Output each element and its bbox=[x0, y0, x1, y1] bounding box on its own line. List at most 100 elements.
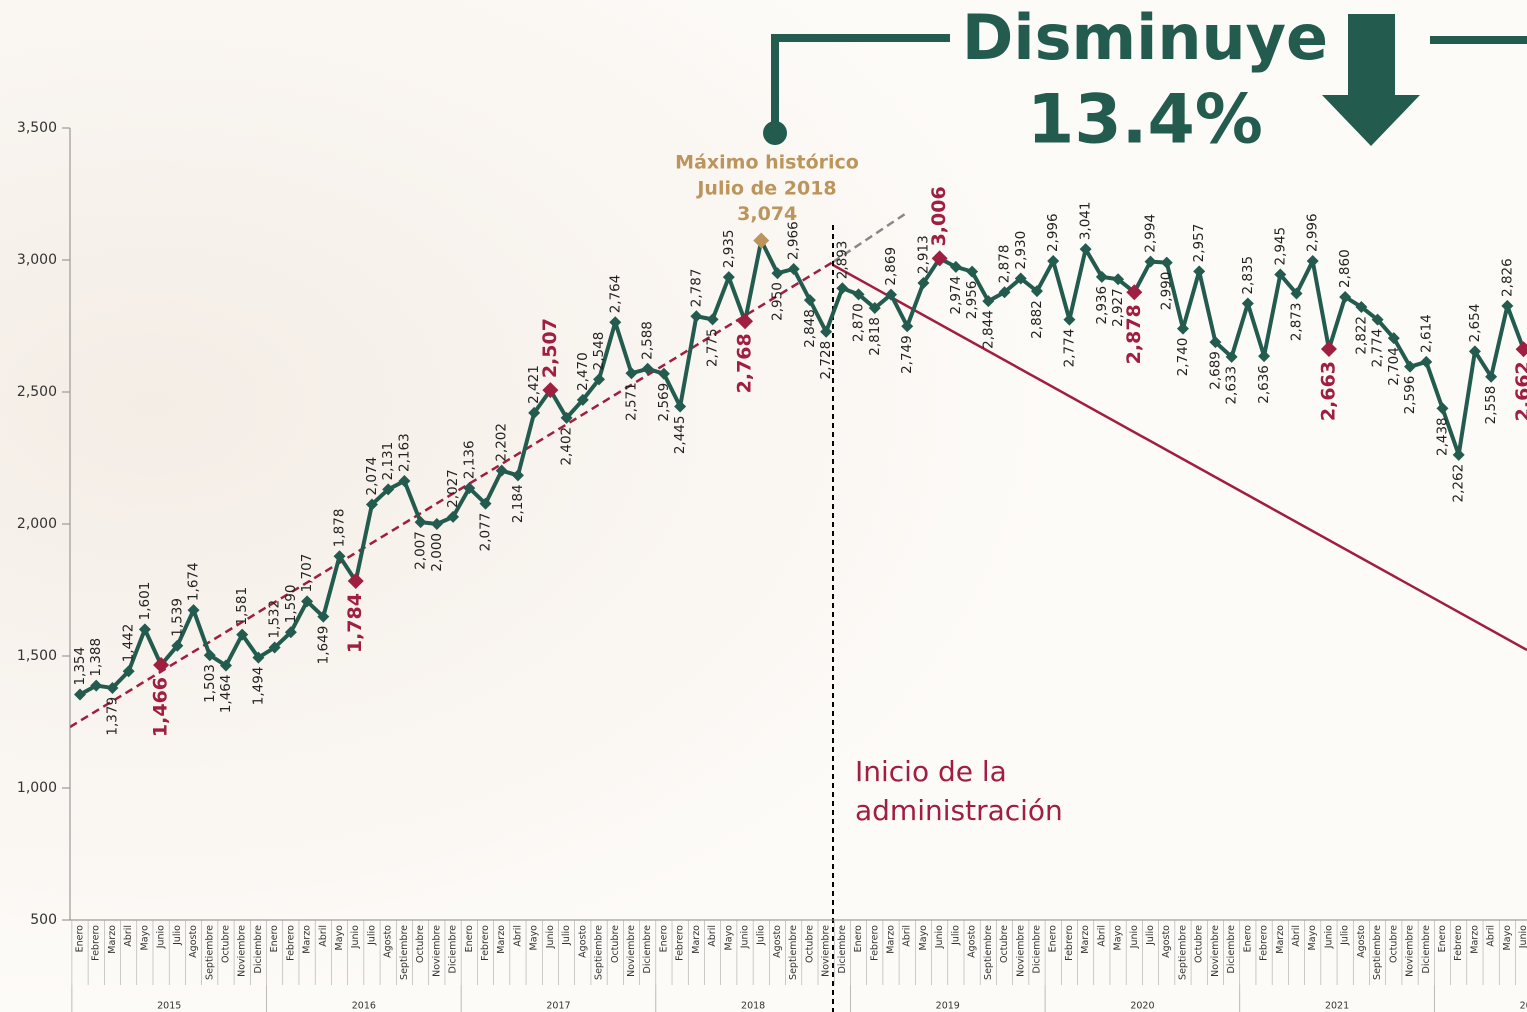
x-tick-label: Julio bbox=[172, 925, 183, 946]
point bbox=[365, 498, 378, 511]
data-label: 2,826 bbox=[1499, 258, 1515, 297]
data-label: 2,402 bbox=[559, 427, 575, 466]
x-tick-label: Enero bbox=[658, 925, 669, 953]
x-tick-label: Julio bbox=[561, 925, 572, 946]
point bbox=[982, 295, 995, 308]
data-label: 2,956 bbox=[964, 281, 980, 320]
data-label: 2,588 bbox=[640, 321, 656, 360]
data-label: 1,878 bbox=[332, 509, 348, 548]
x-tick-label: Diciembre bbox=[1031, 925, 1042, 974]
data-label: 2,421 bbox=[526, 365, 542, 404]
data-label: 1,649 bbox=[315, 626, 331, 665]
x-tick-label: Julio bbox=[950, 925, 961, 946]
y-tick-label: 2,000 bbox=[17, 516, 57, 532]
x-tick-label: Junio bbox=[156, 925, 167, 949]
point bbox=[1452, 448, 1465, 461]
point bbox=[528, 406, 541, 419]
point bbox=[1225, 350, 1238, 363]
data-label: 1,590 bbox=[283, 585, 299, 624]
point bbox=[74, 688, 86, 701]
x-tick-label: Octubre bbox=[220, 925, 231, 963]
point bbox=[414, 516, 427, 529]
data-label: 2,878 bbox=[1123, 304, 1145, 364]
point bbox=[1371, 313, 1384, 326]
x-tick-label: Octubre bbox=[1194, 925, 1205, 963]
point bbox=[852, 288, 865, 301]
point bbox=[787, 262, 800, 275]
data-label: 2,927 bbox=[1110, 288, 1126, 327]
data-label: 2,470 bbox=[575, 352, 591, 391]
data-label: 1,464 bbox=[218, 675, 234, 714]
point bbox=[268, 641, 281, 654]
data-label: 2,974 bbox=[948, 276, 964, 315]
trend-projection bbox=[832, 212, 906, 264]
year-label: 2021 bbox=[1325, 1001, 1349, 1012]
data-label: 2,930 bbox=[1013, 231, 1029, 270]
x-tick-label: Diciembre bbox=[642, 925, 653, 974]
point bbox=[203, 649, 216, 662]
point bbox=[803, 294, 816, 307]
data-label: 1,581 bbox=[234, 587, 250, 626]
data-label: 2,787 bbox=[688, 269, 704, 308]
data-label: 2,878 bbox=[997, 245, 1013, 284]
point bbox=[771, 267, 784, 280]
x-tick-label: Agosto bbox=[772, 925, 783, 958]
data-label: 2,077 bbox=[478, 513, 494, 552]
x-tick-label: Noviembre bbox=[626, 925, 637, 977]
data-label: 3,074 bbox=[737, 203, 797, 225]
point bbox=[447, 510, 460, 523]
point bbox=[690, 310, 703, 323]
x-tick-label: Junio bbox=[740, 925, 751, 949]
data-label: 1,494 bbox=[250, 667, 266, 706]
data-label: 2,136 bbox=[461, 440, 477, 479]
data-label: 2,558 bbox=[1483, 386, 1499, 425]
point bbox=[479, 497, 492, 510]
point bbox=[317, 610, 330, 623]
x-tick-label: Marzo bbox=[496, 925, 507, 954]
point bbox=[1176, 322, 1189, 335]
x-tick-label: Septiembre bbox=[1372, 925, 1383, 980]
x-tick-label: Septiembre bbox=[1177, 925, 1188, 980]
x-tick-label: Mayo bbox=[1307, 925, 1318, 951]
x-tick-label: Marzo bbox=[302, 925, 313, 954]
point bbox=[674, 400, 687, 413]
point bbox=[1209, 336, 1222, 349]
x-tick-label: Abril bbox=[318, 925, 329, 947]
x-tick-label: Mayo bbox=[918, 925, 929, 951]
x-tick-label: Junio bbox=[350, 925, 361, 949]
x-tick-label: Marzo bbox=[691, 925, 702, 954]
x-tick-label: Abril bbox=[123, 925, 134, 947]
data-label: 2,990 bbox=[1159, 272, 1175, 311]
x-tick-label: Noviembre bbox=[237, 925, 248, 977]
point bbox=[1063, 313, 1076, 326]
x-tick-label: Diciembre bbox=[837, 925, 848, 974]
point bbox=[511, 469, 524, 482]
trend-before bbox=[69, 260, 834, 729]
point bbox=[609, 316, 622, 329]
x-tick-label: Octubre bbox=[1388, 925, 1399, 963]
x-tick-label: Octubre bbox=[415, 925, 426, 963]
data-label: 1,674 bbox=[186, 562, 202, 601]
x-tick-label: Julio bbox=[756, 925, 767, 946]
data-label: 1,388 bbox=[88, 638, 104, 677]
point bbox=[138, 623, 151, 636]
data-label: 2,074 bbox=[364, 457, 380, 496]
data-label: 2,966 bbox=[786, 221, 802, 260]
title: Disminuye bbox=[962, 1, 1328, 74]
y-tick-label: 2,500 bbox=[17, 384, 57, 400]
x-tick-label: Febrero bbox=[480, 925, 491, 961]
y-tick-label: 500 bbox=[30, 912, 57, 928]
data-label: 2,996 bbox=[1305, 213, 1321, 252]
point bbox=[1112, 273, 1125, 286]
x-tick-label: Junio bbox=[1323, 925, 1334, 949]
point bbox=[1436, 402, 1449, 415]
data-label: 2,749 bbox=[899, 335, 915, 374]
point bbox=[1193, 265, 1206, 278]
annotation: administración bbox=[855, 794, 1063, 827]
y-tick-label: 3,000 bbox=[17, 252, 57, 268]
x-tick-label: Febrero bbox=[285, 925, 296, 961]
point bbox=[966, 265, 979, 278]
x-tick-label: Febrero bbox=[869, 925, 880, 961]
point bbox=[1404, 360, 1417, 373]
